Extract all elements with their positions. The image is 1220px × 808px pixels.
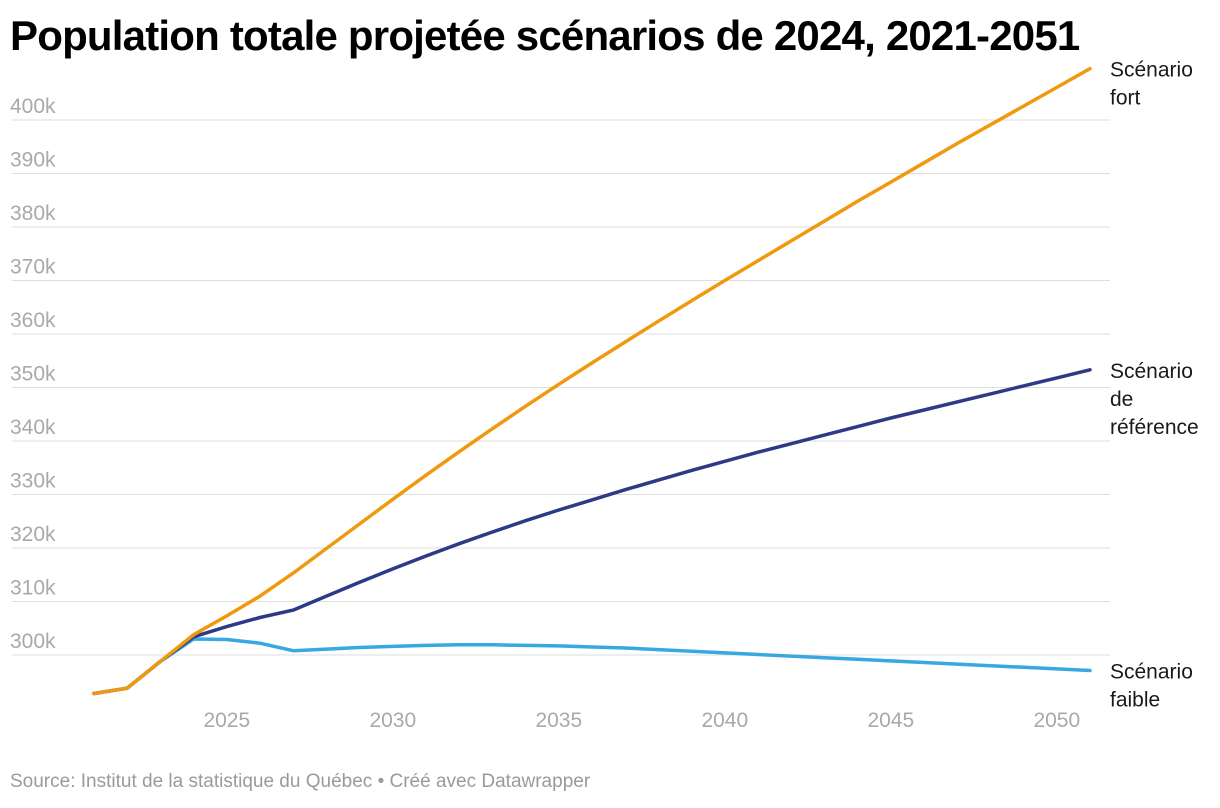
- y-axis-tick-labels: 300k 310k 320k 330k 340k 350k 360k 370k 380k 390k…: [10, 95, 56, 653]
- created-with-link[interactable]: Créé avec Datawrapper: [389, 771, 591, 792]
- series-line-1: [92, 368, 1092, 696]
- series-lines: [92, 66, 1092, 696]
- series-label-0: Scénario fort: [1110, 59, 1193, 110]
- y-tick-label: 390k: [10, 149, 56, 172]
- x-tick-label: 2040: [701, 709, 748, 732]
- gridlines: [12, 119, 1110, 656]
- x-tick-label: 2035: [535, 709, 582, 732]
- series-end-labels: Scénario fort Scénario de référence Scénario f…: [1110, 59, 1199, 712]
- footer-separator: •: [377, 771, 385, 792]
- y-tick-label: 320k: [10, 523, 56, 546]
- source-text: Source: Institut de la statistique du Qu…: [10, 771, 373, 792]
- x-axis-tick-labels: 2025 2030 2035 2040 2045 2050: [203, 709, 1080, 732]
- y-tick-label: 340k: [10, 416, 56, 439]
- x-tick-label: 2025: [203, 709, 250, 732]
- x-tick-label: 2030: [369, 709, 416, 732]
- y-tick-label: 360k: [10, 309, 56, 332]
- series-label-2: Scénario faible: [1110, 661, 1193, 712]
- x-tick-label: 2050: [1033, 709, 1080, 732]
- series-label-1: Scénario de référence: [1110, 360, 1199, 439]
- series-line-2: [92, 637, 1092, 696]
- series-line-0: [92, 66, 1092, 696]
- y-tick-label: 370k: [10, 256, 56, 279]
- y-tick-label: 380k: [10, 202, 56, 225]
- chart-title: Population totale projetée scénarios de …: [10, 12, 1080, 59]
- y-tick-label: 310k: [10, 577, 56, 600]
- x-tick-label: 2045: [867, 709, 914, 732]
- y-tick-label: 330k: [10, 470, 56, 493]
- source-footer: Source: Institut de la statistique du Qu…: [10, 771, 590, 793]
- y-tick-label: 400k: [10, 95, 56, 118]
- y-tick-label: 350k: [10, 363, 56, 386]
- y-tick-label: 300k: [10, 630, 56, 653]
